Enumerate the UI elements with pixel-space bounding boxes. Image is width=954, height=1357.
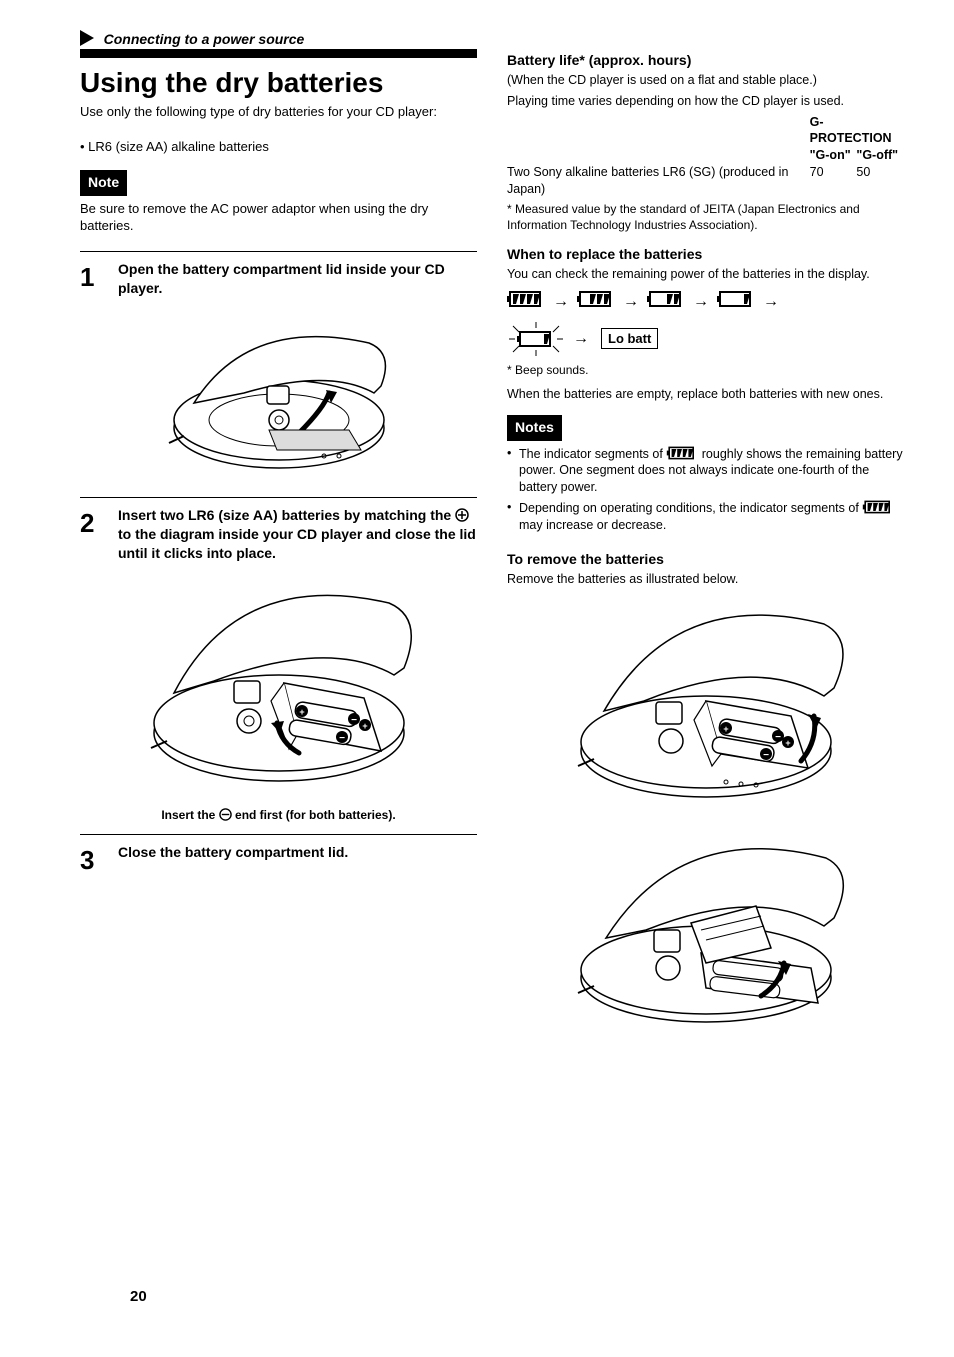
page-number: 20 [130,1287,147,1307]
table-val-on: 70 [810,164,857,198]
step-2-text-b: to the diagram inside your CD player and… [118,526,476,561]
step-2-caption: Insert the end first (for both batteries… [80,807,477,823]
section-head-text: Connecting to a power source [104,31,305,47]
beep-text: Beep sounds. [515,363,588,377]
when-end-text: When the batteries are empty, replace bo… [507,386,904,403]
step-2-text: Insert two LR6 (size AA) batteries by ma… [118,506,477,563]
cdplayer-insert-batteries-icon: + − + − [129,573,429,803]
arrow-icon: → [573,328,589,350]
step-2-caption-a: Insert the [161,808,218,822]
life-footnote-star: * [507,202,512,216]
svg-text:−: − [339,733,345,744]
battery-states-row: → → → → [507,289,904,314]
table-col-on: "G-on" [810,147,857,164]
battery-3-icon [577,289,615,314]
step-1-illustration [80,308,477,488]
table-col-off: "G-off" [856,147,904,164]
step-2-text-a: Insert two LR6 (size AA) batteries by ma… [118,507,455,523]
table-row-label: Two Sony alkaline batteries LR6 (SG) (pr… [507,164,810,198]
battery-life-sub: (When the CD player is used on a flat an… [507,72,904,89]
when-replace-heading: When to replace the batteries [507,245,904,264]
arrow-icon: → [763,291,779,313]
notes-badge-wrap: Notes [507,415,904,441]
remove-illustration-2 [507,828,904,1043]
left-column: Using the dry batteries Use only the fol… [80,49,477,1051]
beep-star: * [507,363,512,377]
arrow-icon: → [623,291,639,313]
arrow-icon: → [553,291,569,313]
page-title: Using the dry batteries [80,68,477,99]
plus-circle-icon [455,508,469,522]
life-footnote: * Measured value by the standard of JEIT… [507,201,904,233]
beep-footnote: * Beep sounds. [507,362,904,378]
arrow-icon: → [693,291,709,313]
svg-text:−: − [775,732,781,743]
two-column-layout: Using the dry batteries Use only the fol… [80,49,904,1051]
battery-life-p: Playing time varies depending on how the… [507,93,904,110]
play-triangle-icon [80,30,94,46]
svg-text:−: − [351,715,357,726]
battery-full-icon [507,289,545,314]
life-footnote-text: Measured value by the standard of JEITA … [507,202,860,232]
note-2-text: Depending on operating conditions, the i… [519,499,904,534]
battery-1-icon [717,289,755,314]
note-badge: Note [80,170,127,196]
battery-flash-icon [507,320,565,358]
step-3-text: Close the battery compartment lid. [118,843,477,862]
svg-text:+: + [785,738,790,748]
battery-2-icon [647,289,685,314]
battery-life-heading: Battery life* (approx. hours) [507,51,904,70]
remove-illustration-1: + − + − [507,596,904,821]
battery-type-text: LR6 (size AA) alkaline batteries [88,139,269,154]
table-val-off: 50 [856,164,904,198]
cdplayer-open-lid-icon [149,308,409,483]
note-1-text: The indicator segments of roughly shows … [519,445,904,497]
section-header: Connecting to a power source [80,30,904,49]
step-rule-2 [80,497,477,498]
cdplayer-remove-batt-2-icon [556,828,856,1038]
step-rule-1 [80,251,477,252]
step-rule-3 [80,834,477,835]
table-col-gprotection: G-PROTECTION [810,114,904,148]
svg-text:+: + [723,724,728,734]
step-2-illustration: + − + − Insert the end first (for both b… [80,573,477,824]
battery-type-bullet: • LR6 (size AA) alkaline batteries [80,138,477,156]
step-3-number: 3 [80,843,108,878]
svg-text:+: + [299,707,304,717]
note-item-1: • The indicator segments of roughly show… [507,445,904,497]
step-1-text: Open the battery compartment lid inside … [118,260,477,298]
step-1: 1 Open the battery compartment lid insid… [80,260,477,487]
svg-text:+: + [362,721,367,731]
step-2-caption-b: end first (for both batteries). [235,808,396,822]
remove-heading: To remove the batteries [507,550,904,569]
minus-circle-icon [219,808,232,821]
note-badge-wrap: Note [80,170,477,196]
right-column: Battery life* (approx. hours) (When the … [507,49,904,1051]
step-2: 2 Insert two LR6 (size AA) batteries by … [80,506,477,823]
battery-life-table: G-PROTECTION "G-on" "G-off" Two Sony alk… [507,114,904,198]
battery-states-row-2: → Lo batt [507,320,904,358]
subtitle-text: Use only the following type of dry batte… [80,103,477,121]
note-text: Be sure to remove the AC power adaptor w… [80,200,477,235]
cdplayer-remove-batt-1-icon: + − + − [556,596,856,816]
step-3: 3 Close the battery compartment lid. [80,843,477,878]
note-item-2: • Depending on operating conditions, the… [507,499,904,534]
lo-batt-label: Lo batt [601,328,658,350]
page-root: Connecting to a power source Using the d… [80,30,904,1327]
notes-list: • The indicator segments of roughly show… [507,445,904,534]
remove-p: Remove the batteries as illustrated belo… [507,571,904,588]
battery-inline-icon [862,499,894,515]
notes-badge: Notes [507,415,562,441]
title-rule [80,49,477,58]
battery-inline-icon [666,445,698,461]
when-replace-p: You can check the remaining power of the… [507,266,904,283]
step-2-number: 2 [80,506,108,565]
step-1-number: 1 [80,260,108,300]
svg-text:−: − [763,750,769,761]
